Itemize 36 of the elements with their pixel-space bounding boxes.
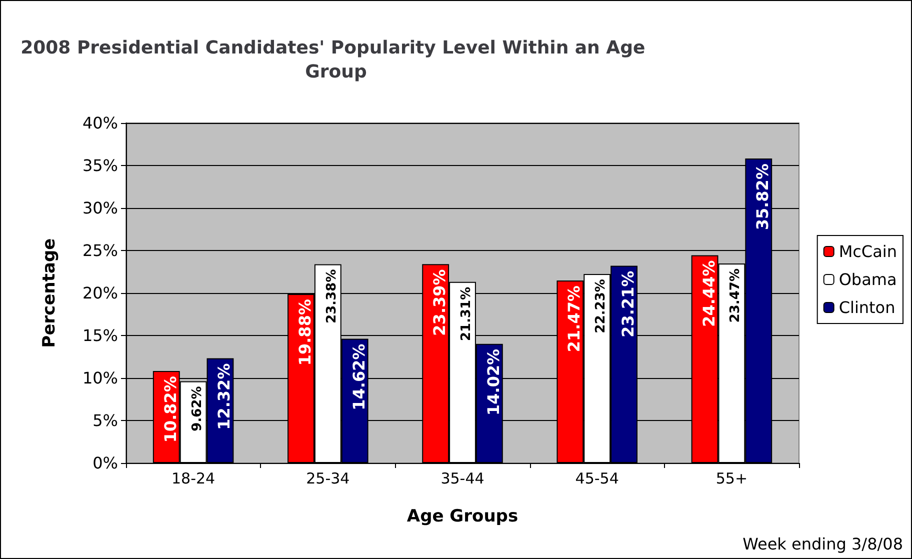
data-label: 14.62% — [349, 344, 368, 410]
legend-label: Obama — [838, 270, 897, 289]
data-label: 9.62% — [190, 386, 205, 432]
x-tick-label: 35-44 — [440, 470, 484, 488]
y-tick-label: 25% — [82, 241, 118, 260]
data-label: 21.47% — [564, 286, 584, 352]
y-tick-label: 10% — [82, 368, 118, 388]
x-tick-label: 55+ — [716, 470, 748, 488]
chart-title: 2008 Presidential Candidates' Popularity Level Within an Age Group — [20, 38, 652, 82]
y-tick-label: 20% — [82, 284, 118, 302]
data-label: 21.31% — [459, 286, 474, 342]
data-label: 19.88% — [295, 299, 314, 366]
data-label: 23.47% — [728, 268, 744, 323]
data-label: 23.39% — [430, 269, 450, 336]
y-tick-label: 0% — [92, 454, 118, 472]
text: Week ending 3/8/08 — [742, 534, 903, 554]
data-label: 24.44% — [699, 260, 718, 327]
x-tick-label: 25-34 — [306, 470, 350, 488]
y-tick-label: 5% — [92, 411, 118, 430]
legend-label: Clinton — [838, 298, 896, 317]
data-label: 10.82% — [160, 376, 180, 443]
data-label: 14.02% — [484, 348, 503, 416]
x-tick-label: 45-54 — [575, 470, 619, 488]
y-tick-label: 15% — [82, 326, 118, 345]
legend-label: McCain — [838, 242, 898, 261]
data-label: 35.82% — [753, 164, 772, 230]
data-label: 23.21% — [618, 270, 638, 338]
x-tick-label: 18-24 — [172, 470, 216, 488]
y-axis-title: Percentage — [40, 238, 60, 348]
y-tick-label: 40% — [82, 114, 118, 132]
y-tick-label: 30% — [82, 198, 118, 218]
x-axis-title: Age Groups — [406, 506, 518, 526]
data-label: 22.23% — [594, 279, 609, 334]
y-tick-label: 35% — [82, 156, 118, 175]
data-label: 23.38% — [324, 269, 340, 324]
data-label: 12.32% — [214, 363, 234, 430]
